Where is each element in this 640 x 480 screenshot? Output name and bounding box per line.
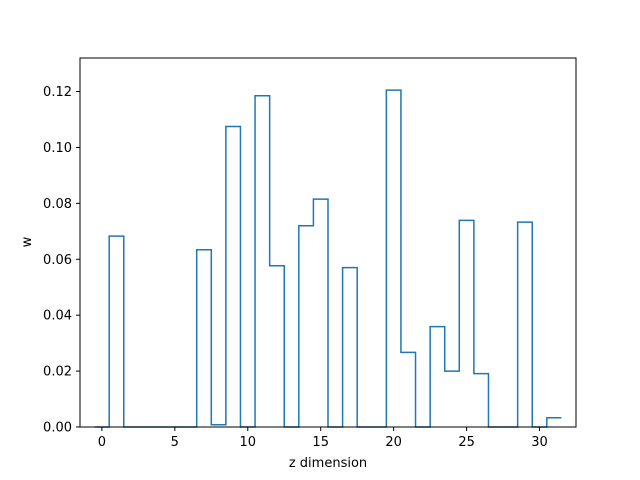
- x-tick-label: 10: [239, 435, 256, 450]
- y-tick-label: 0.12: [43, 85, 72, 100]
- y-axis-label: w: [20, 236, 35, 247]
- x-tick-label: 20: [385, 435, 402, 450]
- x-tick-label: 15: [312, 435, 329, 450]
- x-tick-label: 0: [98, 435, 106, 450]
- axes-frame: [79, 57, 577, 428]
- y-tick-label: 0.08: [43, 197, 72, 212]
- y-tick-label: 0.04: [43, 309, 72, 324]
- x-axis-label: z dimension: [289, 456, 367, 471]
- x-tick-label: 5: [171, 435, 179, 450]
- axes: 0 5 10 15 20 25 30 0.00 0.02 0.04 0.06 0.08 0.10 0.12: [43, 57, 577, 450]
- y-tick-label: 0.00: [43, 421, 72, 436]
- x-tick-label: 30: [531, 435, 548, 450]
- y-tick-label: 0.10: [43, 141, 72, 156]
- y-tick-label: 0.02: [43, 365, 72, 380]
- x-tick-label: 25: [458, 435, 475, 450]
- y-tick-label: 0.06: [43, 253, 72, 268]
